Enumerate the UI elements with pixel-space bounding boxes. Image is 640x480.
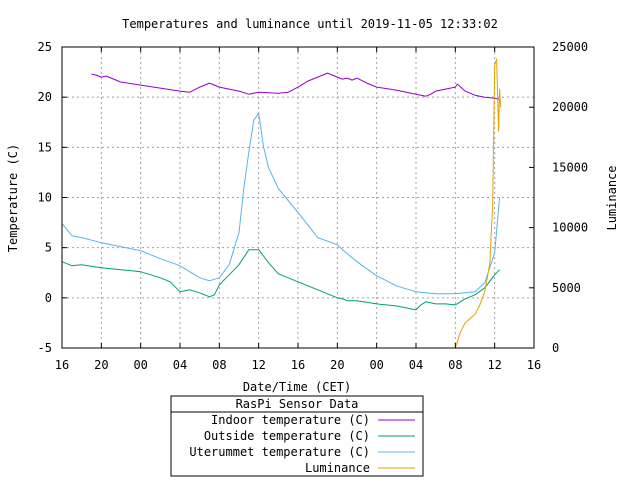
x-tick-label: 04 [409, 358, 423, 372]
y2-tick-label: 0 [552, 341, 559, 355]
x-tick-label: 16 [291, 358, 305, 372]
x-tick-label: 16 [527, 358, 541, 372]
y-tick-label: 15 [38, 140, 52, 154]
series-line-4 [454, 58, 502, 349]
y-tick-label: 25 [38, 40, 52, 54]
y-axis-label: Temperature (C) [6, 144, 20, 252]
x-tick-label: 08 [212, 358, 226, 372]
plot-area [61, 58, 502, 349]
y2-tick-label: 10000 [552, 221, 588, 235]
legend-label: Indoor temperature (C) [211, 413, 370, 427]
legend-label: Outside temperature (C) [204, 429, 370, 443]
x-tick-label: 12 [251, 358, 265, 372]
legend-box [170, 395, 424, 477]
x-tick-label: 08 [448, 358, 462, 372]
y2-axis-label: Luminance [605, 165, 619, 230]
legend-label: Uterummet temperature (C) [189, 445, 370, 459]
legend-label: Luminance [305, 461, 370, 475]
series-line-2 [61, 249, 500, 311]
y-tick-label: 20 [38, 90, 52, 104]
legend-title: RasPi Sensor Data [236, 397, 359, 411]
x-axis-label: Date/Time (CET) [243, 380, 351, 394]
chart-title: Temperatures and luminance until 2019-11… [122, 17, 498, 31]
grid [62, 47, 534, 348]
x-tick-label: 00 [133, 358, 147, 372]
y-tick-label: 0 [45, 291, 52, 305]
y-tick-label: -5 [38, 341, 52, 355]
legend: RasPi Sensor Data Indoor temperature (C)… [170, 395, 424, 477]
x-tick-label: 12 [487, 358, 501, 372]
x-tick-label: 16 [55, 358, 69, 372]
y2-tick-label: 20000 [552, 100, 588, 114]
x-tick-label: 00 [369, 358, 383, 372]
x-tick-label: 04 [173, 358, 187, 372]
x-tick-label: 20 [330, 358, 344, 372]
y-tick-label: 5 [45, 241, 52, 255]
x-tick-label: 20 [94, 358, 108, 372]
series-line-1 [91, 72, 500, 100]
series-line-3 [61, 112, 501, 295]
y2-tick-label: 25000 [552, 40, 588, 54]
axes: 16 20 00 04 08 12 16 20 00 04 08 12 16-5051015202505… [38, 40, 589, 372]
y-tick-label: 10 [38, 191, 52, 205]
y2-tick-label: 5000 [552, 281, 581, 295]
y2-tick-label: 15000 [552, 160, 588, 174]
